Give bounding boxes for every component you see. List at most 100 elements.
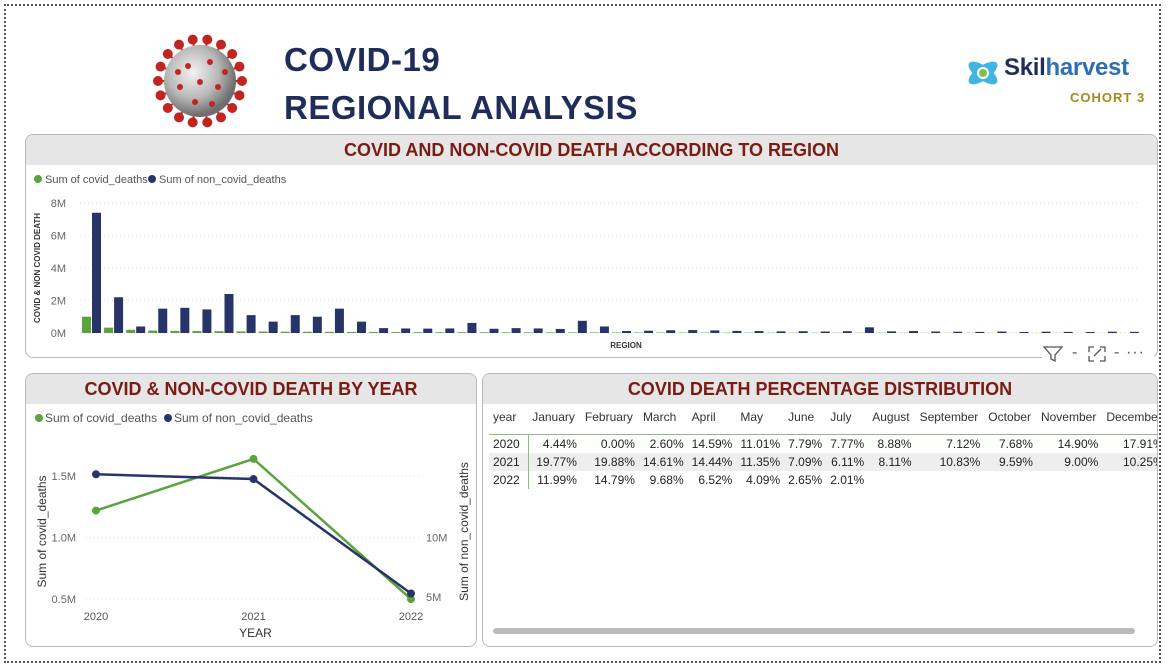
region-chart-panel[interactable]: COVID AND NON-COVID DEATH ACCORDING TO R… [25,134,1158,358]
y2-tick-label: 10M [426,532,447,544]
column-header[interactable]: June [788,410,815,424]
y-tick-label: 2M [51,296,66,308]
bar-covid [523,332,533,333]
bar-covid [126,329,136,333]
bar-non-covid [864,327,874,333]
y-tick-label: 0.5M [52,594,76,606]
bar-non-covid [754,331,764,333]
point-non-covid [407,589,415,598]
skilharvest-logo-icon [968,61,998,85]
bar-covid [369,332,379,333]
percentage-cell: 2.65% [788,473,823,487]
bar-non-covid [555,328,565,333]
logo-wordmark-b: harvest [1045,54,1130,81]
percentage-cell: 11.01% [736,434,785,453]
column-header[interactable]: February [584,410,633,424]
bar-non-covid [975,331,985,333]
bar-non-covid [997,331,1007,333]
column-header[interactable]: January [532,410,575,424]
percentage-cell: 14.90% [1036,434,1103,453]
percentage-cell: 2.01% [830,473,865,487]
point-non-covid [249,475,258,484]
x-tick-label: 2021 [241,611,265,623]
bar-non-covid [953,331,963,333]
year-line-chart[interactable]: Sum of covid_deaths Sum of non_covid_deat… [26,404,476,646]
column-header[interactable]: April [691,410,716,424]
bar-non-covid [1041,331,1051,333]
bar-non-covid [798,331,808,333]
column-header[interactable]: July [830,410,852,424]
column-header[interactable]: year [493,410,517,424]
bar-covid [435,332,445,333]
percentage-cell [868,471,915,489]
bar-covid [148,330,158,333]
percentage-table: year January February March April May June July… [489,404,1157,624]
bar-non-covid [114,297,124,333]
bar-non-covid [467,322,477,333]
logo-cohort: COHORT 3 [1070,90,1146,105]
legend-marker-covid [35,414,43,422]
skilharvest-logo: Skilharvest COHORT 3 [964,54,1156,108]
virus-spike [187,34,198,45]
bar-non-covid [931,331,941,333]
column-header[interactable]: March [642,410,677,424]
percentage-cell: 7.68% [984,434,1037,453]
horizontal-scrollbar[interactable] [493,628,1135,634]
column-header[interactable]: November [1040,410,1097,424]
bar-covid [104,327,114,333]
legend-label-non-covid: Sum of non_covid_deaths [174,411,313,425]
bar-covid [347,331,356,333]
toolbar-separator: - [1114,344,1120,361]
bar-non-covid [688,330,698,333]
dashboard-title: COVID-19 REGIONAL ANALYSIS [284,36,638,132]
percentage-table-panel[interactable]: COVID DEATH PERCENTAGE DISTRIBUTION year… [482,373,1158,647]
more-options-icon[interactable]: ··· [1126,344,1145,361]
virus-spike [234,90,245,101]
column-header[interactable]: May [740,410,764,424]
bar-non-covid [202,309,212,333]
virus-spot [207,59,213,65]
y-axis-label: Sum of covid_deaths [35,475,49,587]
bar-non-covid [820,331,830,333]
virus-spot [185,63,191,69]
filter-icon[interactable] [1042,344,1064,369]
column-header[interactable]: September [919,410,979,424]
percentage-cell: 4.09% [746,473,781,487]
bar-non-covid [1129,331,1139,333]
percentage-cell: 10.25% [1102,453,1157,471]
focus-mode-icon[interactable] [1086,344,1108,369]
percentage-cell: 6.11% [826,453,869,471]
bar-non-covid [312,316,322,333]
region-bar-chart[interactable]: Sum of covid_deaths Sum of non_covid_deat… [26,165,1157,357]
dashboard-frame [4,4,1161,663]
year-chart-panel[interactable]: COVID & NON-COVID DEATH BY YEAR Sum of c… [25,373,477,647]
legend-marker-non-covid [148,175,156,183]
legend-label-non-covid: Sum of non_covid_deaths [159,174,287,186]
bar-covid [612,332,621,333]
bar-non-covid [533,328,543,333]
y-tick-label: 0M [51,328,66,340]
column-header[interactable]: December [1106,410,1157,424]
percentage-cell [1102,471,1157,489]
coronavirus-image [153,34,247,128]
bar-non-covid [511,328,521,333]
title-line-1: COVID-19 [284,41,441,78]
column-header[interactable]: October [988,410,1031,424]
percentage-cell: 9.00% [1036,453,1103,471]
virus-spot [209,101,215,107]
bar-covid [391,332,401,333]
column-header[interactable]: August [872,410,910,424]
bar-non-covid [92,212,101,333]
bar-covid [258,331,268,333]
percentage-cell: 10.83% [915,453,985,471]
y-tick-label: 8M [51,198,66,210]
bar-covid [82,316,91,333]
percentage-cell: 19.77% [528,453,581,471]
virus-spot [192,99,198,105]
legend-marker-non-covid [164,414,172,422]
logo-wordmark-a: Skil [1004,54,1046,81]
title-line-2: REGIONAL ANALYSIS [284,89,638,126]
bar-covid [479,332,489,333]
bar-non-covid [489,328,499,333]
percentage-cell: 4.44% [528,434,581,453]
